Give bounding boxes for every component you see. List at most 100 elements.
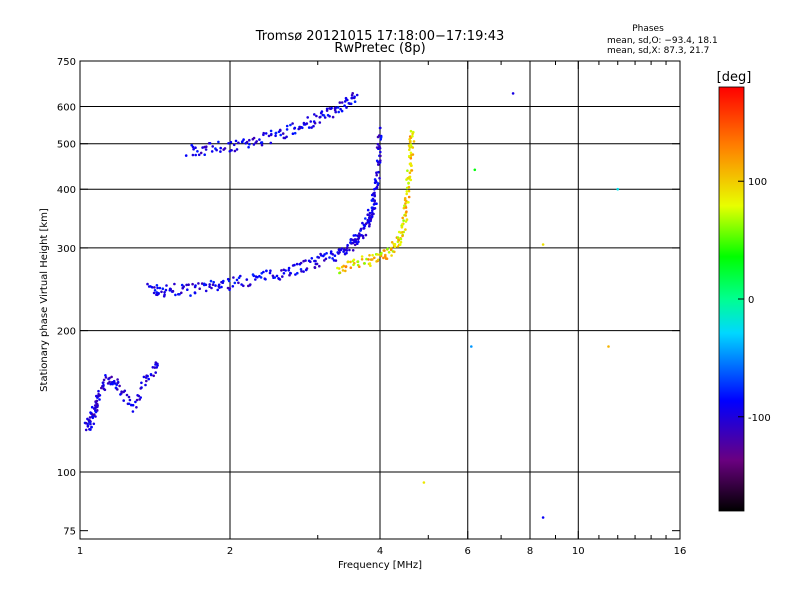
data-point — [411, 146, 415, 149]
data-point — [373, 191, 376, 195]
data-point — [282, 136, 286, 140]
data-point — [412, 140, 416, 143]
data-point — [354, 240, 358, 244]
data-point — [408, 148, 411, 152]
data-point — [245, 140, 249, 144]
data-point — [349, 238, 353, 242]
data-point — [227, 142, 230, 145]
data-point — [95, 402, 99, 406]
data-point — [88, 416, 92, 419]
chart-subtitle: RwPretec (8p) — [334, 41, 425, 56]
data-point — [328, 256, 331, 259]
data-point — [264, 278, 267, 281]
data-point — [409, 143, 413, 147]
data-point — [379, 150, 382, 154]
data-point — [239, 274, 242, 278]
data-point — [376, 135, 380, 139]
data-point — [393, 250, 396, 254]
data-point — [282, 272, 286, 275]
data-point — [181, 286, 184, 290]
data-point — [373, 194, 377, 198]
data-point — [317, 256, 321, 259]
data-point — [402, 206, 406, 210]
data-point — [337, 110, 341, 114]
data-point — [411, 134, 414, 138]
data-point — [368, 262, 372, 265]
data-point — [194, 146, 197, 149]
data-point — [232, 143, 236, 147]
data-point — [404, 206, 408, 209]
axis-ticks: 1 2 4 6 8 10 16 75 100 200 300 400 500 600 750 — [57, 57, 686, 557]
x-tick-label: 6 — [465, 546, 471, 557]
data-point — [374, 179, 378, 183]
data-point — [267, 134, 271, 138]
data-point — [111, 382, 114, 386]
data-point — [152, 374, 155, 378]
colorbar-tick-label: 0 — [748, 295, 754, 306]
data-point — [407, 189, 411, 193]
y-tick-label: 600 — [57, 103, 76, 114]
data-point — [194, 153, 197, 157]
data-point — [401, 234, 404, 238]
data-point — [247, 145, 250, 149]
data-point — [249, 283, 252, 286]
data-point — [104, 376, 108, 379]
data-point — [293, 131, 297, 135]
data-point — [342, 250, 345, 253]
data-point — [222, 279, 225, 283]
data-point — [161, 287, 165, 291]
data-point — [198, 287, 201, 291]
data-point — [334, 106, 338, 109]
data-point — [208, 285, 211, 289]
data-point — [409, 153, 413, 157]
data-point — [156, 286, 159, 290]
data-point — [375, 173, 379, 177]
data-point — [383, 249, 386, 252]
data-point — [197, 282, 200, 285]
data-point — [153, 366, 157, 369]
data-point — [248, 138, 251, 142]
data-point — [260, 143, 264, 147]
data-point — [318, 264, 321, 268]
data-point — [203, 153, 206, 156]
data-point — [299, 261, 303, 265]
data-point — [200, 282, 204, 285]
data-point — [393, 245, 397, 248]
data-point — [375, 146, 379, 149]
data-point — [201, 146, 204, 149]
data-point — [220, 285, 223, 289]
data-point — [345, 106, 348, 109]
data-point — [97, 392, 100, 396]
data-point — [405, 190, 409, 193]
data-point — [156, 362, 159, 366]
data-point — [102, 387, 106, 391]
data-point — [362, 226, 366, 230]
data-point — [376, 182, 380, 185]
data-point — [139, 387, 142, 390]
x-tick-label: 10 — [572, 546, 585, 557]
data-point — [269, 141, 273, 145]
data-point — [259, 276, 263, 279]
data-point — [135, 406, 138, 409]
data-point — [92, 422, 96, 426]
data-point — [379, 136, 383, 139]
data-point — [378, 126, 382, 130]
data-point — [163, 293, 166, 297]
data-point — [407, 185, 411, 189]
data-point — [366, 208, 370, 212]
data-point — [293, 126, 297, 130]
data-point — [376, 142, 380, 146]
data-point — [355, 93, 359, 97]
data-point — [302, 270, 305, 273]
data-point — [345, 249, 349, 252]
colorbar-tick-label: 100 — [748, 177, 767, 188]
data-point — [333, 254, 337, 257]
data-point — [406, 176, 410, 180]
data-point — [364, 233, 368, 237]
data-point — [332, 259, 336, 262]
data-point — [232, 276, 235, 279]
data-point — [106, 382, 110, 385]
data-point — [377, 163, 380, 166]
data-point — [357, 240, 360, 244]
data-point — [269, 129, 273, 133]
